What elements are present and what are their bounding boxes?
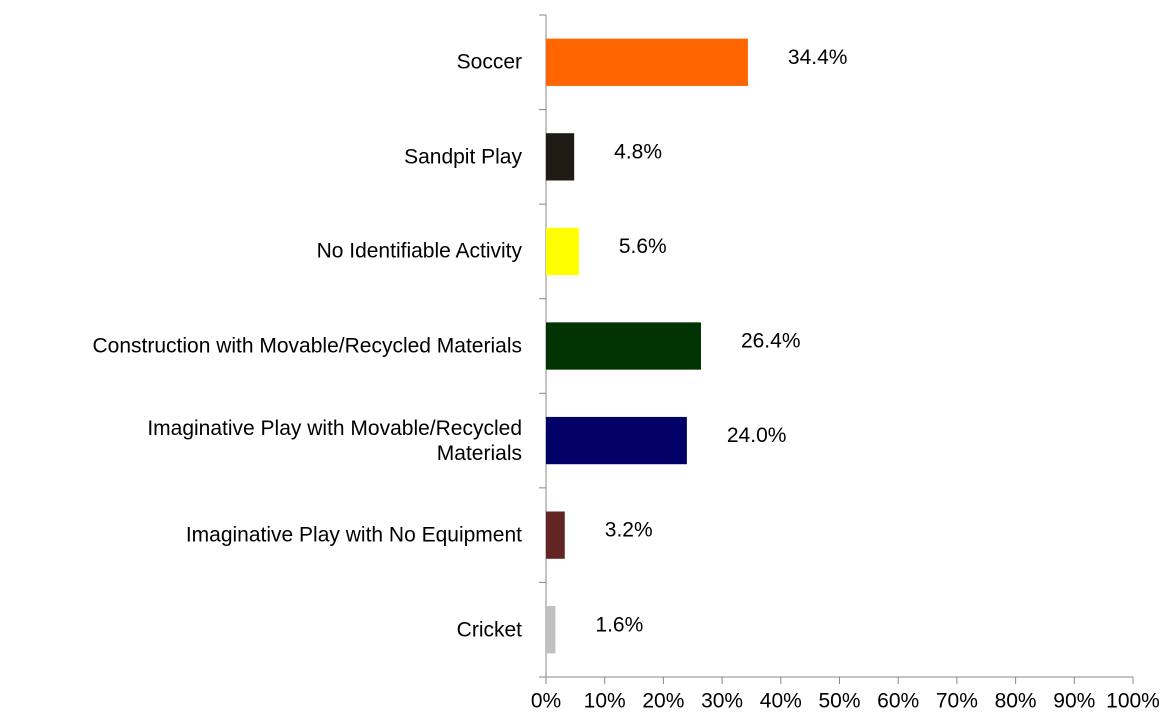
x-tick-label: 100% bbox=[1106, 690, 1160, 713]
x-tick-label: 70% bbox=[936, 690, 978, 713]
bar bbox=[546, 511, 565, 559]
x-tick-label: 40% bbox=[760, 690, 802, 713]
value-label: 3.2% bbox=[605, 519, 653, 542]
value-label: 26.4% bbox=[741, 330, 801, 353]
x-tick-label: 90% bbox=[1053, 690, 1095, 713]
category-label: Cricket bbox=[456, 618, 522, 642]
category-label: Imaginative Play with No Equipment bbox=[185, 523, 522, 547]
category-label: No Identifiable Activity bbox=[316, 239, 522, 263]
value-label: 5.6% bbox=[619, 235, 667, 258]
x-tick-label: 80% bbox=[995, 690, 1037, 713]
category-label: Imaginative Play with Movable/Recycled M… bbox=[147, 416, 522, 465]
bar bbox=[546, 133, 575, 181]
value-label: 34.4% bbox=[788, 46, 848, 69]
category-label: Sandpit Play bbox=[404, 145, 522, 169]
x-tick-label: 60% bbox=[877, 690, 919, 713]
bar bbox=[546, 416, 687, 465]
x-tick-label: 10% bbox=[584, 690, 626, 713]
x-tick-label: 20% bbox=[642, 690, 684, 713]
value-label: 4.8% bbox=[614, 140, 662, 163]
category-label: Soccer bbox=[456, 50, 522, 74]
value-label: 1.6% bbox=[595, 613, 643, 636]
x-tick-label: 30% bbox=[701, 690, 743, 713]
x-tick-label: 0% bbox=[531, 690, 561, 713]
value-label: 24.0% bbox=[727, 424, 787, 447]
x-tick-label: 50% bbox=[818, 690, 860, 713]
bar bbox=[546, 227, 579, 276]
bar bbox=[546, 322, 701, 370]
category-label: Construction with Movable/Recycled Mater… bbox=[92, 334, 522, 358]
bar bbox=[546, 38, 748, 86]
bar bbox=[546, 606, 556, 654]
